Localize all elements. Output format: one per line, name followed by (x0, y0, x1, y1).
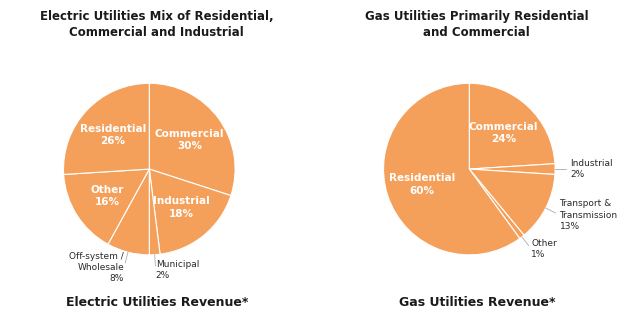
Wedge shape (63, 83, 149, 174)
Wedge shape (469, 164, 555, 174)
Wedge shape (383, 83, 520, 255)
Wedge shape (63, 169, 149, 244)
Text: Residential
26%: Residential 26% (80, 124, 146, 146)
Wedge shape (149, 169, 231, 254)
Text: Industrial
18%: Industrial 18% (153, 196, 209, 219)
Text: Other
1%: Other 1% (531, 239, 557, 259)
Text: Off-system /
Wholesale
8%: Off-system / Wholesale 8% (69, 252, 124, 283)
Wedge shape (149, 83, 235, 196)
Text: Other
16%: Other 16% (91, 184, 124, 207)
Text: Electric Utilities Revenue*: Electric Utilities Revenue* (66, 296, 248, 309)
Text: Industrial
2%: Industrial 2% (570, 159, 613, 179)
Text: Municipal
2%: Municipal 2% (156, 260, 199, 280)
Text: Gas Utilities Revenue*: Gas Utilities Revenue* (399, 296, 555, 309)
Wedge shape (108, 169, 149, 255)
Wedge shape (469, 83, 555, 169)
Text: Gas Utilities Primarily Residential
and Commercial: Gas Utilities Primarily Residential and … (365, 10, 589, 39)
Text: Electric Utilities Mix of Residential,
Commercial and Industrial: Electric Utilities Mix of Residential, C… (40, 10, 274, 39)
Text: Transport &
Transmission
13%: Transport & Transmission 13% (559, 199, 618, 231)
Text: Commercial
24%: Commercial 24% (468, 122, 538, 144)
Wedge shape (149, 169, 160, 255)
Wedge shape (469, 169, 555, 235)
Text: Commercial
30%: Commercial 30% (155, 129, 224, 151)
Wedge shape (469, 169, 524, 239)
Text: Residential
60%: Residential 60% (389, 173, 455, 196)
